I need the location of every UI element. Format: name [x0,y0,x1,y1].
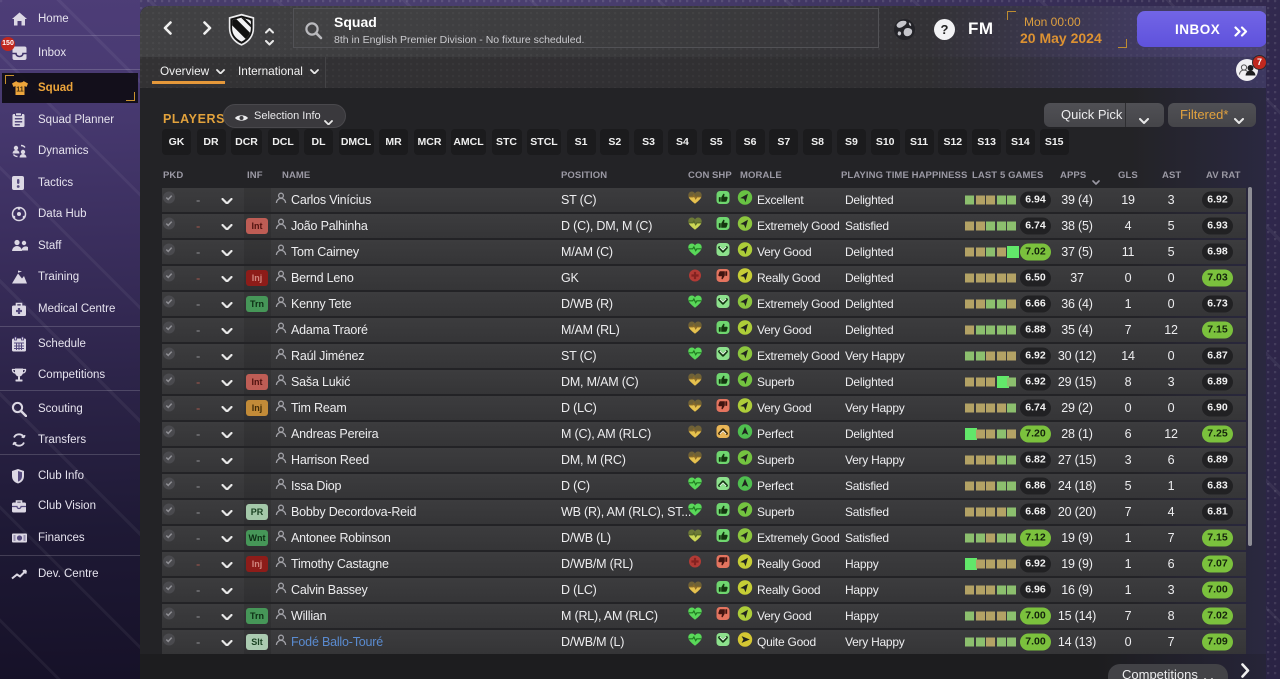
svg-text:11: 11 [16,87,24,94]
